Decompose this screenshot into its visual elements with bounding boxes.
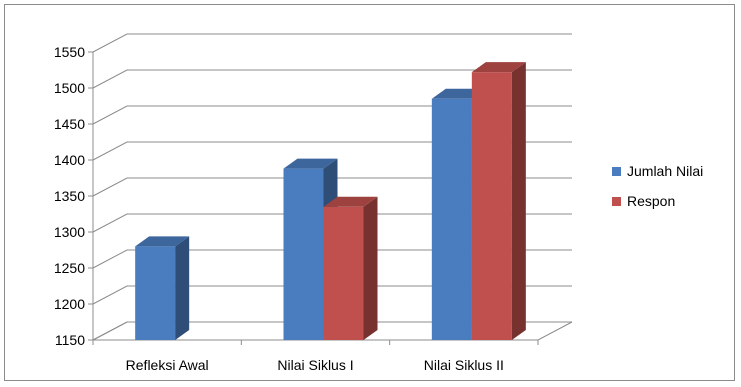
x-category-label: Refleksi Awal	[126, 357, 209, 373]
y-tick-label: 1550	[54, 44, 85, 60]
bar-top-face	[323, 196, 378, 207]
legend-entry: Jumlah Nilai	[612, 163, 703, 179]
bar-front-face	[471, 72, 512, 340]
gridline	[92, 285, 572, 305]
gridline	[92, 105, 572, 125]
gridline	[92, 213, 572, 233]
bar-front-face	[135, 246, 176, 340]
gridline	[92, 321, 572, 341]
bar	[135, 236, 190, 340]
y-tick-label: 1400	[54, 152, 85, 168]
x-axis-categories: Refleksi Awal Nilai Siklus I Nilai Siklus …	[92, 340, 539, 373]
legend: Jumlah Nilai Respon	[612, 163, 703, 209]
y-tick-label: 1350	[54, 188, 85, 204]
y-tick-label: 1300	[54, 224, 85, 240]
y-tick-label: 1250	[54, 260, 85, 276]
legend-label: Jumlah Nilai	[627, 163, 703, 179]
legend-entry: Respon	[612, 193, 675, 209]
bars	[135, 62, 526, 340]
bar-top-face	[135, 236, 190, 247]
gridline	[92, 141, 572, 161]
bar-top-face	[471, 62, 526, 73]
y-tick-label: 1150	[55, 332, 85, 348]
bar-front-face	[283, 168, 324, 340]
y-axis-ticks: 1150 1200 1250 1300 1350 1400 1450 1500 1550	[54, 44, 93, 348]
bar-side-face	[363, 196, 378, 340]
bar-front-face	[431, 98, 472, 340]
x-category-label: Nilai Siklus II	[424, 357, 504, 373]
legend-swatch	[612, 197, 621, 206]
y-tick-label: 1200	[54, 296, 85, 312]
gridline	[92, 249, 572, 269]
gridlines	[92, 33, 572, 341]
gridline	[92, 177, 572, 197]
bar-top-face	[283, 158, 338, 169]
bar	[471, 62, 526, 340]
y-tick-label: 1450	[54, 116, 85, 132]
bar-front-face	[323, 206, 364, 340]
bar	[323, 196, 378, 340]
legend-swatch	[612, 167, 621, 176]
legend-label: Respon	[627, 193, 675, 209]
x-category-label: Nilai Siklus I	[277, 357, 353, 373]
y-tick-label: 1500	[54, 80, 85, 96]
gridline	[92, 69, 572, 89]
bar-side-face	[511, 62, 526, 340]
gridline	[92, 33, 572, 53]
bar-side-face	[175, 236, 190, 340]
